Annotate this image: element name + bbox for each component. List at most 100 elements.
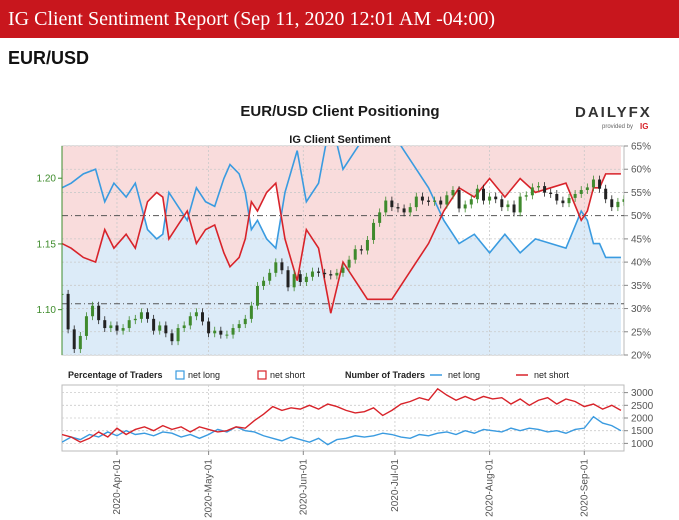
price-candle [66,293,70,330]
net-short-line [62,173,621,314]
bottom-plot-area [61,384,625,452]
price-candle [84,316,88,336]
bottom-axis-label: 1500 [631,426,654,437]
price-candle [561,200,565,204]
price-candle [482,188,485,201]
price-candle [78,335,82,350]
price-candle [536,186,540,188]
x-axis: 2020-Apr-01 2020-May-01 2020-Jun-01 2020-Ju… [112,451,590,518]
legend-number-title: Number of Traders [345,370,425,380]
price-candle [115,325,119,331]
legend-num-net-long-label: net long [448,370,480,380]
price-candle [427,200,431,202]
price-candle [622,199,624,202]
dailyfx-logo: DAILYFX provided by IG [575,104,652,131]
price-candle [213,330,217,334]
legend-pct-net-short-label: net short [270,370,306,380]
left-axis-label: 1.20 [37,174,57,185]
price-candle [420,196,424,201]
price-candle [372,222,376,240]
price-candle [549,192,553,194]
legend: Percentage of Traders net long net short… [68,370,570,380]
price-candle [182,325,186,329]
right-axis-label: 50% [631,211,651,222]
price-candle [433,200,437,202]
price-candle [97,305,101,321]
brand-provided-by: provided by [602,124,633,130]
price-candle [353,249,357,260]
price-candle [329,274,333,276]
legend-num-net-short-label: net short [534,370,570,380]
price-candle [530,187,534,196]
price-candle [127,320,131,329]
legend-percentage-title: Percentage of Traders [68,370,163,380]
price-candle [500,199,504,208]
price-candle [396,207,400,209]
left-axis-label: 1.10 [37,305,57,316]
price-candle [121,328,125,331]
price-candle [365,239,369,251]
chart-title: EUR/USD Client Positioning [240,103,439,120]
x-axis-label: 2020-Sep-01 [579,459,590,517]
price-candle [451,190,455,196]
price-candle [304,276,308,283]
currency-pair-heading: EUR/USD [8,48,90,68]
price-candle [445,195,449,205]
price-candle [347,259,351,268]
price-candle [518,196,522,213]
price-candle [359,249,363,251]
price-candle [152,318,156,331]
price-candle [219,330,223,335]
right-axis-label: 60% [631,165,651,176]
price-candle [280,262,284,271]
brand-ig: IG [640,122,648,131]
price-candle [524,195,528,197]
legend-pct-net-short-swatch [257,370,267,380]
price-candle [133,318,137,321]
x-axis-label: 2020-Jun-01 [298,459,309,516]
price-candle [194,312,198,317]
x-axis-label: 2020-Apr-01 [112,459,123,515]
bottom-axis-label: 2000 [631,414,654,425]
bottom-axis-label: 1000 [631,439,654,450]
legend-pct-net-long-swatch [175,370,185,380]
right-axis-label: 40% [631,258,651,269]
top-axes: 1.10 1.15 1.20 20% 25% 30% 35% 40% 45% 50% 55% 60% 6… [37,142,652,362]
right-axis-label: 35% [631,281,651,292]
price-candle [268,272,272,281]
price-candle [591,179,595,188]
price-candle [201,312,204,322]
price-candle [384,200,388,213]
right-axis-label: 25% [631,327,651,338]
brand-name: DAILYFX [575,104,652,121]
price-candle [335,272,339,276]
price-candle [139,312,143,319]
left-axis-label: 1.15 [37,239,57,250]
price-candle [72,329,76,350]
price-candle [317,271,321,273]
price-candle [390,200,394,208]
price-candle [414,196,418,208]
num-net-short-line [62,387,622,443]
price-candle [402,208,406,213]
trader-count-lines [62,387,622,446]
price-candle [274,262,278,273]
price-candle [555,193,559,201]
price-candle [103,320,107,329]
right-axis-label: 30% [631,304,651,315]
price-candle [158,325,162,331]
price-candle [457,190,461,209]
x-axis-label: 2020-May-01 [204,459,215,518]
net-long-line [62,146,621,259]
price-candle [310,271,314,277]
price-candle [573,193,577,198]
right-axis-label: 20% [631,351,651,362]
x-axis-label: 2020-Jul-01 [390,459,401,512]
price-candle [207,321,211,334]
price-candle [286,270,290,288]
price-candle [475,188,479,200]
price-candle [249,305,253,319]
price-candle [341,267,345,273]
